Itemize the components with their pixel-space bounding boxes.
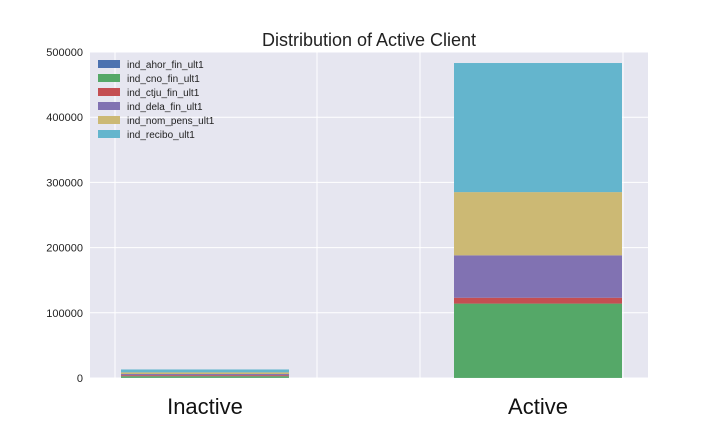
bar-segment-ind_ctju_fin_ult1-inactive [121,375,289,377]
bar-segment-ind_dela_fin_ult1-active [454,255,622,298]
y-tick-label: 200000 [46,243,83,255]
legend-swatch [98,102,120,110]
legend-swatch [98,116,120,124]
legend-label: ind_cno_fin_ult1 [127,74,200,85]
bar-segment-ind_dela_fin_ult1-inactive [121,374,289,376]
legend-label: ind_ctju_fin_ult1 [127,88,200,99]
legend-label: ind_nom_pens_ult1 [127,116,215,127]
legend-label: ind_recibo_ult1 [127,130,195,141]
y-tick-label: 0 [77,373,83,385]
bar-segment-ind_cno_fin_ult1-inactive [121,376,289,378]
legend-swatch [98,88,120,96]
legend-label: ind_dela_fin_ult1 [127,102,203,113]
bar-segment-ind_nom_pens_ult1-active [454,192,622,256]
y-tick-label: 300000 [46,177,83,189]
legend-swatch [98,60,120,68]
y-tick-label: 500000 [46,47,83,59]
legend-label: ind_ahor_fin_ult1 [127,60,204,71]
bar-segment-ind_nom_pens_ult1-inactive [121,372,289,375]
y-tick-label: 100000 [46,308,83,320]
grid-lines [90,51,648,379]
legend-swatch [98,74,120,82]
x-tick-label: Inactive [167,394,243,419]
bar-segment-ind_recibo_ult1-inactive [121,369,289,373]
bar-segment-ind_cno_fin_ult1-active [454,303,622,378]
chart-title: Distribution of Active Client [262,30,476,50]
x-axis-ticks: Inactive Active [167,394,568,419]
bar-segment-ind_recibo_ult1-active [454,63,622,193]
bar-stacks [121,63,622,378]
x-tick-label: Active [508,394,568,419]
bar-segment-ind_ctju_fin_ult1-active [454,297,622,304]
legend-swatch [98,130,120,138]
y-axis-ticks: 0 100000 200000 300000 400000 500000 [46,47,83,385]
legend: ind_ahor_fin_ult1 ind_cno_fin_ult1 ind_ctj… [98,60,215,141]
y-tick-label: 400000 [46,112,83,124]
